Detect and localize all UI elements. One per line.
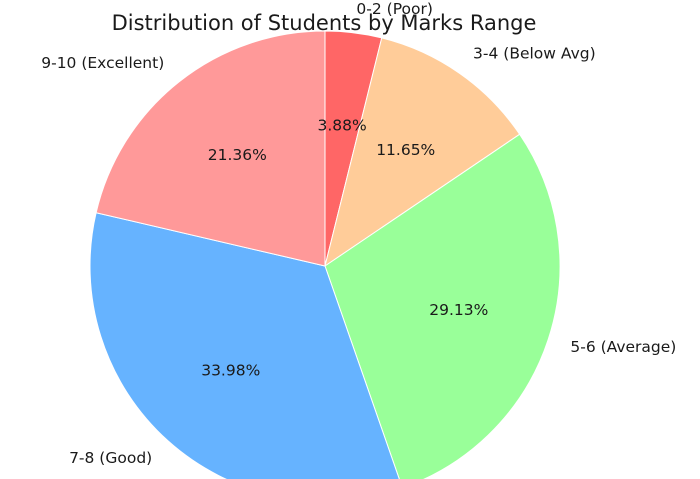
slice-label-0-2-poor: 0-2 (Poor): [356, 0, 432, 18]
slice-label-3-4-below-avg: 3-4 (Below Avg): [473, 45, 596, 63]
pie-slice-9-10-excellent: [95, 30, 326, 267]
pie-slice-7-8-good: [89, 212, 400, 479]
category-labels: 0-2 (Poor) 3-4 (Below Avg) 5-6 (Average) 7-…: [41, 0, 676, 467]
pct-label-3-4-below-avg: 11.65%: [376, 141, 435, 159]
pct-label-9-10-excellent: 21.36%: [208, 146, 267, 164]
pct-label-5-6-average: 29.13%: [429, 301, 488, 319]
pct-label-7-8-good: 33.98%: [201, 361, 260, 379]
percentage-labels: 3.88% 11.65% 29.13% 33.98% 21.36%: [201, 117, 488, 380]
slice-label-9-10-excellent: 9-10 (Excellent): [41, 54, 164, 72]
pie-slices: [89, 30, 561, 479]
slice-label-5-6-average: 5-6 (Average): [570, 338, 676, 356]
pie-slice-3-4-below-avg: [324, 37, 521, 268]
pie-slice-5-6-average: [324, 133, 561, 479]
pct-label-0-2-poor: 3.88%: [318, 117, 367, 135]
slice-label-7-8-good: 7-8 (Good): [69, 449, 152, 467]
